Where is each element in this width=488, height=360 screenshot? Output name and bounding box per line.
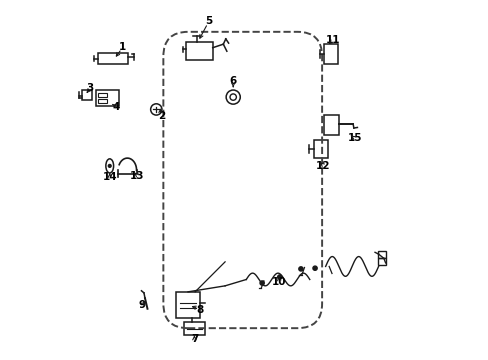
- Text: 11: 11: [325, 35, 339, 45]
- Text: 15: 15: [346, 133, 361, 143]
- Text: 4: 4: [112, 102, 119, 112]
- Text: 3: 3: [86, 82, 93, 93]
- Bar: [324, 116, 338, 135]
- Text: 12: 12: [316, 161, 330, 171]
- Bar: [175, 292, 200, 318]
- Bar: [377, 251, 385, 258]
- Text: 7: 7: [191, 334, 199, 344]
- Text: 14: 14: [102, 172, 117, 182]
- Text: 9: 9: [138, 300, 145, 310]
- Text: 5: 5: [205, 15, 212, 26]
- Bar: [324, 44, 338, 64]
- Bar: [186, 42, 212, 60]
- Circle shape: [312, 266, 317, 270]
- Bar: [313, 140, 327, 158]
- Text: 2: 2: [158, 112, 165, 121]
- Text: 6: 6: [229, 76, 236, 86]
- Bar: [82, 90, 92, 100]
- Text: 13: 13: [129, 171, 144, 181]
- Text: 1: 1: [119, 42, 126, 51]
- Circle shape: [298, 267, 303, 271]
- Bar: [183, 322, 204, 335]
- Circle shape: [277, 275, 281, 279]
- Bar: [98, 93, 106, 98]
- Bar: [377, 258, 385, 265]
- Bar: [98, 99, 106, 103]
- Text: 8: 8: [196, 305, 203, 315]
- Circle shape: [108, 165, 111, 167]
- Circle shape: [260, 281, 264, 285]
- Text: 10: 10: [271, 277, 286, 287]
- Bar: [96, 90, 119, 106]
- Bar: [98, 53, 128, 64]
